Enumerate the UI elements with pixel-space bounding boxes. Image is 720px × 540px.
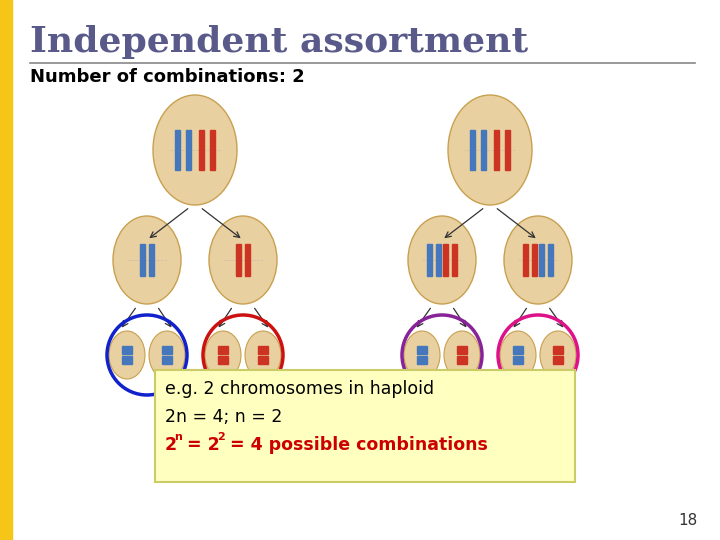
Text: 2: 2	[217, 432, 225, 442]
Bar	[553, 356, 563, 364]
Text: 2n = 4; n = 2: 2n = 4; n = 2	[165, 408, 282, 426]
Bar	[481, 130, 486, 170]
Bar	[210, 130, 215, 170]
Bar	[457, 356, 467, 364]
Bar	[457, 346, 467, 354]
Bar	[258, 356, 268, 364]
Bar	[162, 346, 172, 354]
Bar	[140, 244, 145, 276]
Text: 18: 18	[679, 513, 698, 528]
Bar	[549, 244, 552, 276]
Bar	[417, 356, 427, 364]
Ellipse shape	[209, 216, 277, 304]
Bar	[505, 130, 510, 170]
Bar	[122, 346, 132, 354]
Bar	[0, 0, 12, 540]
Ellipse shape	[113, 216, 181, 304]
Bar	[175, 130, 180, 170]
Ellipse shape	[245, 331, 281, 379]
Bar	[199, 130, 204, 170]
Bar	[513, 346, 523, 354]
Ellipse shape	[540, 331, 576, 379]
Ellipse shape	[504, 216, 572, 304]
Bar	[470, 130, 475, 170]
Ellipse shape	[500, 331, 536, 379]
Bar	[246, 244, 250, 276]
Ellipse shape	[149, 331, 185, 379]
Bar	[523, 244, 528, 276]
Bar	[539, 244, 544, 276]
Text: = 2: = 2	[181, 436, 220, 454]
Bar	[122, 356, 132, 364]
Bar	[444, 244, 448, 276]
FancyBboxPatch shape	[155, 370, 575, 482]
Bar	[428, 244, 431, 276]
Bar	[150, 244, 153, 276]
Bar	[162, 356, 172, 364]
Bar	[218, 356, 228, 364]
Text: n: n	[258, 69, 267, 82]
Text: = 4 possible combinations: = 4 possible combinations	[224, 436, 488, 454]
Bar	[452, 244, 456, 276]
Text: Independent assortment: Independent assortment	[30, 25, 528, 59]
Text: 2: 2	[165, 436, 177, 454]
Text: Number of combinations: 2: Number of combinations: 2	[30, 68, 305, 86]
Bar	[218, 346, 228, 354]
Ellipse shape	[153, 95, 237, 205]
Ellipse shape	[109, 331, 145, 379]
Bar	[436, 244, 441, 276]
Ellipse shape	[448, 95, 532, 205]
Ellipse shape	[408, 216, 476, 304]
Bar	[186, 130, 191, 170]
Bar	[513, 356, 523, 364]
Bar	[553, 346, 563, 354]
Ellipse shape	[444, 331, 480, 379]
Text: n: n	[174, 432, 182, 442]
Ellipse shape	[404, 331, 440, 379]
Text: e.g. 2 chromosomes in haploid: e.g. 2 chromosomes in haploid	[165, 380, 434, 398]
Bar	[258, 346, 268, 354]
Bar	[494, 130, 499, 170]
Bar	[417, 346, 427, 354]
Bar	[533, 244, 536, 276]
Ellipse shape	[205, 331, 241, 379]
Bar	[236, 244, 240, 276]
